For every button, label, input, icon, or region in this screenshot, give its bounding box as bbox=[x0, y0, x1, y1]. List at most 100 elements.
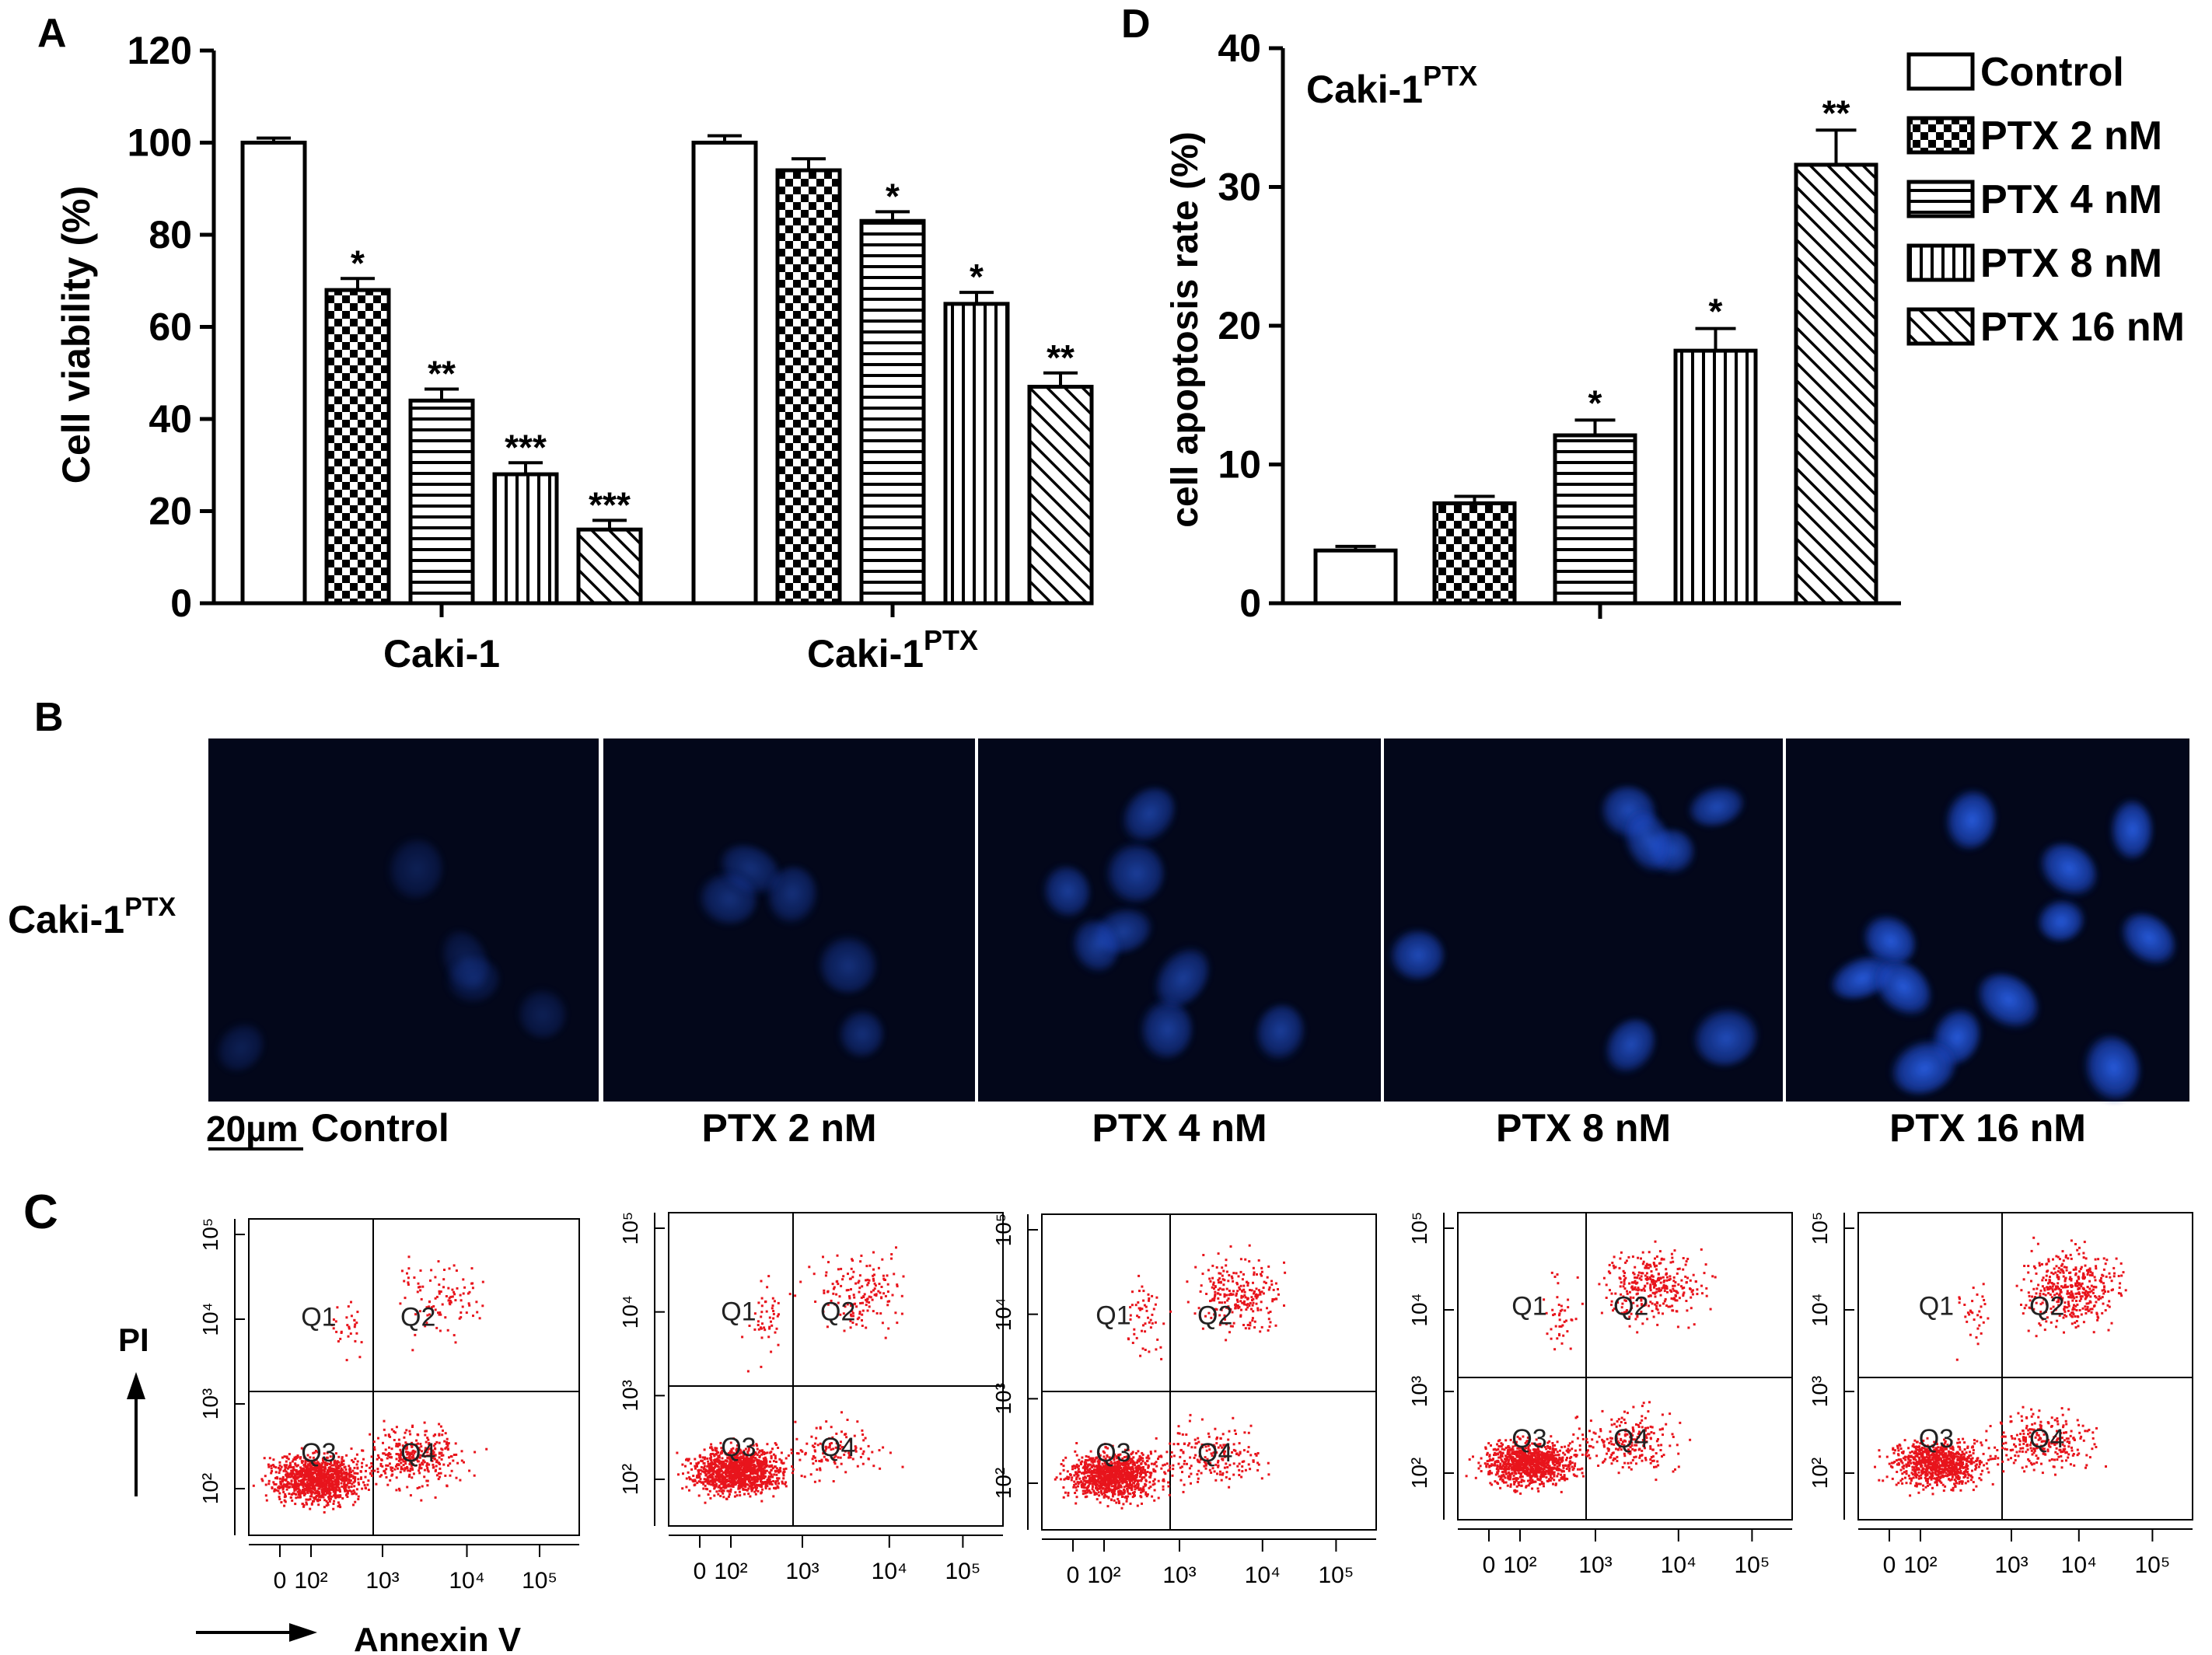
flow-dot bbox=[302, 1503, 306, 1507]
flow-dot bbox=[278, 1498, 281, 1500]
flow-dot bbox=[877, 1290, 880, 1293]
flow-dot bbox=[699, 1472, 702, 1475]
bar bbox=[775, 168, 842, 606]
flow-dot bbox=[855, 1305, 858, 1308]
flow-dot bbox=[322, 1472, 325, 1475]
flow-dot bbox=[832, 1287, 835, 1290]
flow-dot bbox=[456, 1287, 459, 1290]
flow-dot bbox=[323, 1511, 326, 1514]
flow-dot bbox=[1137, 1479, 1141, 1482]
flow-dot bbox=[1202, 1254, 1205, 1256]
flow-dot bbox=[1129, 1318, 1132, 1321]
flow-dot bbox=[839, 1456, 842, 1459]
flow-dot bbox=[736, 1473, 739, 1476]
flow-dot bbox=[1225, 1444, 1227, 1447]
flow-x-tick-label: 0 bbox=[694, 1559, 707, 1584]
flow-dot bbox=[432, 1449, 435, 1452]
flow-dot bbox=[446, 1329, 449, 1332]
flow-dot bbox=[420, 1499, 423, 1502]
flow-dot bbox=[745, 1459, 748, 1462]
flow-dot bbox=[1118, 1465, 1121, 1468]
flow-dot bbox=[285, 1473, 288, 1476]
flow-x-arrowhead bbox=[289, 1623, 317, 1642]
flow-dot bbox=[1084, 1475, 1086, 1479]
flow-dot bbox=[408, 1430, 411, 1433]
flow-dot bbox=[1169, 1465, 1172, 1468]
flow-dot bbox=[785, 1485, 788, 1488]
flow-dot bbox=[732, 1437, 736, 1440]
flow-dot bbox=[814, 1301, 817, 1303]
quadrant-label: Q4 bbox=[400, 1438, 435, 1468]
flow-dot bbox=[837, 1301, 840, 1304]
flow-dot bbox=[887, 1327, 890, 1330]
flow-dot bbox=[384, 1433, 387, 1437]
flow-dot bbox=[839, 1444, 842, 1447]
flow-dot bbox=[850, 1288, 852, 1291]
flow-dot bbox=[878, 1449, 881, 1452]
flow-dot bbox=[767, 1275, 771, 1278]
flow-dot bbox=[886, 1274, 889, 1277]
flow-dot bbox=[331, 1486, 334, 1489]
flow-dot bbox=[1116, 1461, 1119, 1465]
flow-dot bbox=[408, 1451, 411, 1454]
flow-dot bbox=[1138, 1475, 1141, 1478]
flow-dot bbox=[1102, 1458, 1105, 1461]
flow-dots bbox=[1054, 1244, 1287, 1510]
flow-dot bbox=[694, 1479, 697, 1482]
flow-dot bbox=[478, 1317, 481, 1320]
flow-dot bbox=[1253, 1290, 1256, 1293]
flow-dot bbox=[734, 1459, 736, 1462]
flow-dot bbox=[1155, 1437, 1158, 1440]
flow-dot bbox=[886, 1290, 889, 1294]
flow-dot bbox=[729, 1490, 732, 1493]
flow-dot bbox=[297, 1479, 300, 1482]
flow-dot bbox=[1246, 1297, 1249, 1300]
flow-dot bbox=[325, 1500, 328, 1503]
flow-dot bbox=[1100, 1478, 1103, 1481]
flow-dot bbox=[1054, 1478, 1057, 1481]
flow-dot bbox=[426, 1437, 429, 1440]
flow-dot bbox=[1169, 1310, 1172, 1313]
flow-dot bbox=[861, 1309, 865, 1312]
flow-dot bbox=[1220, 1308, 1223, 1311]
flow-dot bbox=[353, 1491, 356, 1494]
flow-dot bbox=[1139, 1308, 1142, 1311]
flow-dot bbox=[301, 1461, 304, 1464]
flow-dot bbox=[844, 1450, 847, 1453]
flow-dot bbox=[313, 1479, 316, 1482]
flow-dot bbox=[305, 1501, 308, 1504]
flow-dot bbox=[753, 1469, 757, 1472]
flow-dot bbox=[442, 1429, 444, 1432]
flow-dot bbox=[1085, 1471, 1088, 1473]
flow-dot bbox=[1224, 1450, 1227, 1453]
flow-dot bbox=[1231, 1276, 1234, 1280]
flow-dot bbox=[439, 1425, 442, 1428]
flow-dot bbox=[735, 1470, 738, 1472]
flow-dot bbox=[314, 1450, 317, 1452]
flow-dot bbox=[1240, 1475, 1243, 1479]
flow-dot bbox=[847, 1289, 850, 1291]
x-tick-label-sup: PTX bbox=[924, 624, 978, 656]
flow-dot bbox=[1238, 1286, 1241, 1289]
flow-dot bbox=[1118, 1476, 1121, 1479]
flow-dot bbox=[1197, 1477, 1200, 1480]
scale-bar-label: 20µm bbox=[206, 1109, 299, 1149]
flow-dot bbox=[831, 1436, 834, 1439]
flow-dot bbox=[1179, 1449, 1183, 1452]
flow-dot bbox=[763, 1476, 766, 1479]
flow-dot bbox=[438, 1433, 441, 1436]
flow-dot bbox=[1142, 1465, 1144, 1468]
flow-dot bbox=[735, 1468, 738, 1471]
y-axis-label: Cell viability (%) bbox=[54, 186, 98, 484]
flow-dot bbox=[274, 1471, 278, 1474]
flow-dot bbox=[321, 1457, 324, 1460]
flow-dot bbox=[724, 1471, 727, 1474]
flow-dot bbox=[460, 1450, 463, 1453]
flow-dot bbox=[1237, 1275, 1240, 1278]
flow-dot bbox=[699, 1480, 702, 1483]
flow-dot bbox=[1123, 1489, 1126, 1493]
flow-dot bbox=[401, 1453, 404, 1456]
flow-dot bbox=[1097, 1491, 1100, 1494]
flow-dot bbox=[1246, 1284, 1249, 1287]
